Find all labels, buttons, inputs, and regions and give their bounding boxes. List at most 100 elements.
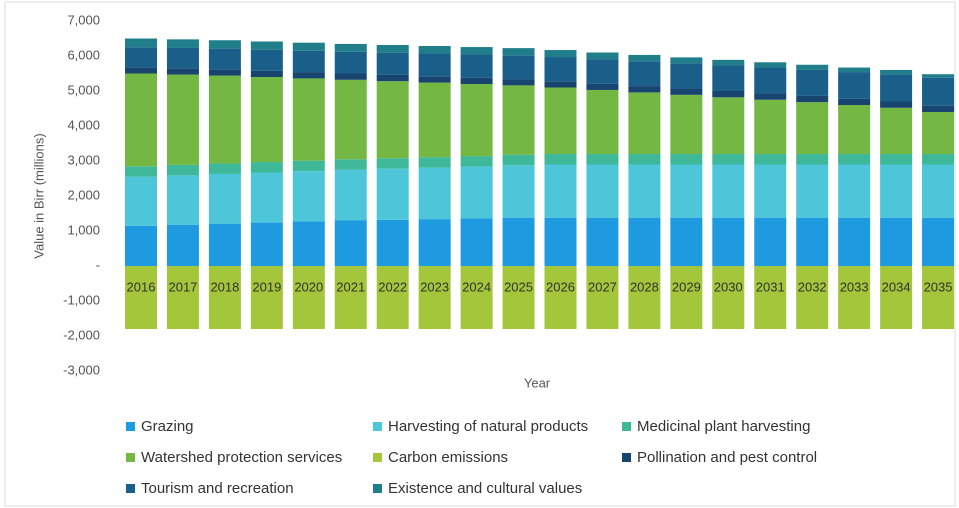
- y-tick-label: -2,000: [63, 327, 100, 342]
- bar-segment: [796, 154, 829, 165]
- bar-segment: [125, 176, 157, 226]
- x-tick-label: 2022: [378, 279, 407, 294]
- legend-label: Tourism and recreation: [141, 480, 294, 497]
- bar-segment: [796, 217, 829, 266]
- bar-segment: [292, 42, 325, 51]
- bar-segment: [712, 154, 745, 165]
- bar-segment: [670, 63, 703, 89]
- y-tick-label: 3,000: [67, 152, 100, 167]
- bar-segment: [796, 64, 829, 70]
- bar-segment: [712, 65, 745, 91]
- legend-label: Grazing: [141, 418, 194, 435]
- bar-segment: [544, 217, 577, 266]
- bar-segment: [376, 219, 409, 266]
- bar-segment: [125, 266, 157, 329]
- legend-label: Carbon emissions: [388, 449, 508, 466]
- bar-segment: [796, 69, 829, 96]
- bar-segment: [376, 74, 409, 82]
- bar-segment: [250, 172, 283, 223]
- bar-segment: [376, 81, 409, 159]
- bar-segment: [418, 53, 451, 77]
- bar-segment: [125, 166, 157, 177]
- legend-label: Medicinal plant harvesting: [637, 418, 810, 435]
- bar-segment: [544, 266, 577, 329]
- bar-segment: [418, 82, 451, 158]
- x-tick-label: 2033: [840, 279, 869, 294]
- bar-segment: [460, 77, 493, 84]
- bar-segment: [250, 266, 283, 329]
- bar-segment: [712, 97, 745, 154]
- y-tick-label: -3,000: [63, 362, 100, 377]
- bar-segment: [586, 154, 619, 165]
- bar-segment: [460, 218, 493, 266]
- bar-segment: [586, 83, 619, 90]
- bar-segment: [670, 88, 703, 95]
- bar-segment: [125, 73, 157, 167]
- bar-segment: [166, 266, 199, 329]
- bar-segment: [586, 217, 619, 266]
- x-tick-label: 2019: [252, 279, 281, 294]
- bar-segment: [460, 54, 493, 78]
- bar-segment: [628, 217, 661, 266]
- y-tick-label: 1,000: [67, 222, 100, 237]
- bar-segment: [754, 154, 787, 165]
- x-tick-label: 2030: [714, 279, 743, 294]
- bar-segment: [418, 266, 451, 329]
- legend-label: Watershed protection services: [141, 449, 342, 466]
- bar-segment: [544, 50, 577, 58]
- bar-segment: [460, 84, 493, 157]
- frame: [4, 1, 956, 507]
- legend-swatch: [373, 453, 382, 462]
- bar-segment: [166, 164, 199, 176]
- bar-segment: [712, 91, 745, 98]
- bar-segment: [670, 266, 703, 329]
- bar-segment: [166, 68, 199, 75]
- bar-segment: [250, 41, 283, 50]
- bar-segment: [292, 78, 325, 161]
- y-tick-label: 4,000: [67, 117, 100, 132]
- bar-segment: [880, 74, 913, 102]
- y-tick-label: -1,000: [63, 292, 100, 307]
- bar-segment: [125, 67, 157, 74]
- bar-segment: [922, 266, 955, 329]
- bar-segment: [502, 266, 535, 329]
- x-axis-label: Year: [524, 375, 551, 390]
- bar-segment: [418, 167, 451, 220]
- bar-segment: [292, 72, 325, 79]
- bar-segment: [922, 77, 955, 106]
- bar-segment: [712, 59, 745, 66]
- bar-segment: [922, 74, 955, 78]
- bar-segment: [544, 164, 577, 218]
- bar-segment: [712, 164, 745, 218]
- bar-segment: [838, 105, 871, 154]
- bar-segment: [754, 217, 787, 266]
- bar-segment: [628, 92, 661, 154]
- bar-segment: [376, 266, 409, 329]
- bar-segment: [670, 154, 703, 165]
- x-tick-label: 2024: [462, 279, 491, 294]
- bar-segment: [838, 217, 871, 266]
- bar-segment: [796, 102, 829, 154]
- bar-segment: [208, 48, 241, 70]
- y-tick-label: -: [96, 257, 100, 272]
- bar-segment: [502, 85, 535, 155]
- x-tick-label: 2031: [756, 279, 785, 294]
- bar-segment: [208, 173, 241, 224]
- bar-segment: [670, 94, 703, 154]
- bar-segment: [586, 266, 619, 329]
- bar-segment: [754, 62, 787, 68]
- bar-segment: [754, 164, 787, 218]
- bar-segment: [712, 217, 745, 266]
- bar-segment: [754, 266, 787, 329]
- bar-segment: [460, 266, 493, 329]
- bar-segment: [880, 107, 913, 154]
- bar-segment: [208, 163, 241, 174]
- bar-segment: [250, 162, 283, 173]
- bar-segment: [880, 164, 913, 218]
- legend-swatch: [373, 422, 382, 431]
- bar-segment: [628, 54, 661, 62]
- x-tick-label: 2035: [924, 279, 953, 294]
- bar-segment: [292, 171, 325, 222]
- bar-segment: [796, 164, 829, 218]
